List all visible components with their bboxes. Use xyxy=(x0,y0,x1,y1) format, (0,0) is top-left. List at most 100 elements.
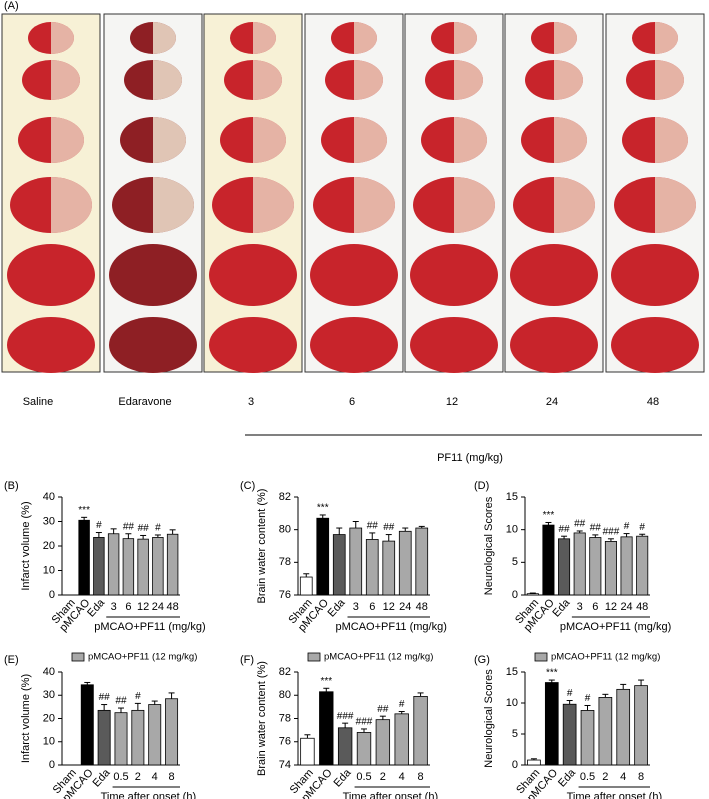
significance: *** xyxy=(543,510,555,521)
bar xyxy=(148,704,162,766)
x-tick-label: 4 xyxy=(399,771,405,783)
y-tick-label: 20 xyxy=(43,712,55,724)
bar xyxy=(166,533,179,596)
infarct-area xyxy=(354,177,395,233)
y-tick-label: 78 xyxy=(279,556,291,568)
y-tick-label: 78 xyxy=(279,712,291,724)
y-tick-label: 10 xyxy=(506,524,518,536)
group-label: PF11 (mg/kg) xyxy=(437,452,503,464)
significance: *** xyxy=(317,503,329,514)
bar xyxy=(93,537,105,596)
bar xyxy=(152,537,164,596)
y-tick-label: 30 xyxy=(43,515,55,527)
significance: # xyxy=(624,521,630,532)
bar xyxy=(413,696,428,766)
x-tick-label: 24 xyxy=(152,601,164,613)
significance: ## xyxy=(377,704,389,715)
brain-slice xyxy=(510,244,598,306)
x-tick-label: 0.5 xyxy=(356,771,371,783)
significance: ## xyxy=(138,523,150,534)
significance: *** xyxy=(320,676,332,687)
y-tick-label: 5 xyxy=(512,556,518,568)
y-tick-label: 74 xyxy=(279,759,291,771)
x-tick-label: 48 xyxy=(167,601,179,613)
bar xyxy=(80,684,94,766)
infarct-area xyxy=(51,177,92,233)
significance: *** xyxy=(78,505,90,516)
bar xyxy=(337,727,353,766)
infarct-area xyxy=(554,60,583,100)
infarct-area xyxy=(655,60,684,100)
brain-slice xyxy=(109,317,197,373)
panel-label: (E) xyxy=(4,654,19,666)
infarct-area xyxy=(153,117,186,163)
bar xyxy=(394,713,409,766)
bar xyxy=(300,737,315,766)
bar xyxy=(526,593,539,596)
bar xyxy=(527,759,541,766)
infarct-area xyxy=(51,60,80,100)
x-tick-label: 12 xyxy=(383,601,395,613)
brain-slice xyxy=(410,317,498,373)
infarct-area xyxy=(655,117,688,163)
infarct-area xyxy=(454,60,483,100)
x-tick-label: 6 xyxy=(125,601,131,613)
infarct-area xyxy=(354,60,383,100)
infarct-area xyxy=(354,117,387,163)
significance: # xyxy=(567,688,573,699)
x-tick-label: 0.5 xyxy=(113,771,128,783)
significance: # xyxy=(585,693,591,704)
significance: ## xyxy=(115,696,127,707)
significance: # xyxy=(399,699,405,710)
infarct-area xyxy=(554,117,587,163)
x-tick-label: 3 xyxy=(577,601,583,613)
bar xyxy=(542,524,555,596)
legend-swatch xyxy=(534,652,548,662)
column-label: Edaravone xyxy=(118,396,171,408)
panel-label: (D) xyxy=(474,480,489,492)
y-tick-label: 82 xyxy=(279,666,291,678)
x-tick-label: 24 xyxy=(399,601,411,613)
x-tick-label: 8 xyxy=(638,771,644,783)
significance: ### xyxy=(337,711,354,722)
legend-label: pMCAO+PF11 (12 mg/kg) xyxy=(88,652,197,663)
infarct-area xyxy=(554,22,577,54)
column-label: 24 xyxy=(546,396,558,408)
infarct-area xyxy=(655,177,696,233)
x-tick-label: 48 xyxy=(416,601,428,613)
column-label: 3 xyxy=(248,396,254,408)
brain-slice xyxy=(611,317,699,373)
y-tick-label: 10 xyxy=(43,736,55,748)
infarct-area xyxy=(153,22,176,54)
bar xyxy=(114,712,128,766)
x-tick-label: 3 xyxy=(111,601,117,613)
significance: ## xyxy=(559,524,571,535)
x-tick-label: 8 xyxy=(169,771,175,783)
panel-label: (G) xyxy=(474,654,490,666)
legend-label: pMCAO+PF11 (12 mg/kg) xyxy=(551,652,660,663)
bar xyxy=(319,691,334,766)
panel-label: (A) xyxy=(4,0,19,12)
infarct-area xyxy=(454,117,487,163)
significance: ## xyxy=(123,521,135,532)
group-label: pMCAO+PF11 (mg/kg) xyxy=(560,621,671,633)
panel-label: (F) xyxy=(240,654,254,666)
infarct-area xyxy=(253,117,286,163)
x-tick-label: 3 xyxy=(353,601,359,613)
significance: ## xyxy=(383,522,395,533)
significance: ### xyxy=(356,717,373,728)
x-tick-label: 8 xyxy=(418,771,424,783)
infarct-area xyxy=(655,22,678,54)
legend-swatch xyxy=(71,652,85,662)
brain-slice xyxy=(611,244,699,306)
bar xyxy=(634,685,648,766)
column-label: Saline xyxy=(23,396,54,408)
group-label: Time after onset (h) xyxy=(101,791,197,799)
x-tick-label: 4 xyxy=(152,771,158,783)
x-tick-label: 12 xyxy=(137,601,149,613)
y-tick-label: 10 xyxy=(43,564,55,576)
significance: ### xyxy=(603,526,620,537)
panel-label: (B) xyxy=(4,480,19,492)
brain-slice xyxy=(209,317,297,373)
